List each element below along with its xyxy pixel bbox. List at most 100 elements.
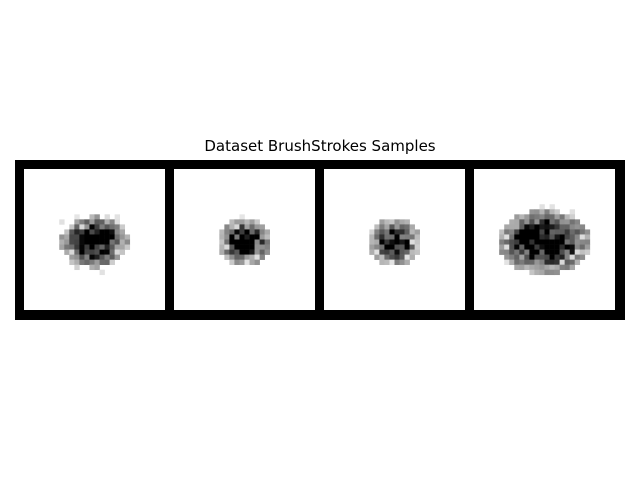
sample-pixel xyxy=(544,224,550,230)
sample-pixel xyxy=(384,239,390,245)
sample-pixel xyxy=(564,259,570,265)
sample-pixel xyxy=(504,259,510,265)
sample-pixel xyxy=(79,224,85,230)
sample-pixel xyxy=(574,249,581,255)
sample-pixel xyxy=(554,249,560,255)
sample-pixel xyxy=(249,234,255,240)
sample-pixel xyxy=(544,229,550,235)
sample-pixel xyxy=(394,224,400,230)
sample-pixel xyxy=(89,254,95,260)
sample-strip-canvas xyxy=(15,160,625,320)
sample-pixel xyxy=(544,264,550,271)
sample-pixel xyxy=(549,239,555,245)
sample-pixel xyxy=(114,224,120,230)
sample-pixel xyxy=(374,249,380,255)
sample-pixel xyxy=(584,244,591,250)
sample-pixel xyxy=(244,254,250,260)
sample-pixel xyxy=(94,254,100,260)
sample-pixel xyxy=(529,239,535,245)
sample-pixel xyxy=(104,214,110,220)
sample-pixel xyxy=(64,234,70,240)
sample-pixel xyxy=(539,209,545,215)
sample-pixel xyxy=(504,244,510,250)
sample-pixel xyxy=(399,229,405,235)
sample-image-2 xyxy=(174,169,315,310)
sample-pixel xyxy=(124,234,131,240)
sample-pixel xyxy=(404,219,410,225)
sample-pixel xyxy=(254,244,260,250)
sample-pixel xyxy=(399,259,405,265)
sample-pixel xyxy=(89,234,95,240)
sample-pixel xyxy=(554,239,560,245)
sample-pixel xyxy=(559,239,565,245)
sample-pixel xyxy=(254,254,260,260)
sample-pixel xyxy=(499,229,505,235)
sample-pixel xyxy=(119,239,126,245)
sample-pixel xyxy=(379,249,385,255)
sample-pixel xyxy=(264,239,270,245)
sample-pixel xyxy=(94,219,100,225)
sample-pixel xyxy=(254,239,260,245)
sample-pixel xyxy=(414,244,420,250)
sample-pixel xyxy=(99,259,105,265)
sample-pixel xyxy=(564,244,570,250)
sample-pixel xyxy=(224,234,230,240)
sample-pixel xyxy=(114,244,120,250)
sample-pixel xyxy=(249,239,255,245)
sample-pixel xyxy=(524,249,530,255)
sample-pixel xyxy=(374,224,380,230)
sample-pixel xyxy=(559,229,565,235)
sample-pixel xyxy=(399,254,405,260)
sample-pixel xyxy=(89,244,95,250)
sample-pixel xyxy=(219,239,225,245)
sample-pixel xyxy=(509,244,515,250)
sample-pixel xyxy=(514,234,520,240)
sample-pixel xyxy=(239,259,245,265)
sample-pixel xyxy=(579,229,586,235)
sample-pixel xyxy=(389,229,395,235)
sample-pixel xyxy=(524,234,530,240)
sample-pixel xyxy=(119,229,126,235)
sample-pixel xyxy=(569,214,576,220)
sample-pixel xyxy=(554,244,560,250)
sample-pixel xyxy=(89,264,95,271)
sample-pixel xyxy=(534,259,540,265)
sample-pixel xyxy=(529,259,535,265)
sample-pixel xyxy=(234,229,240,235)
sample-pixel xyxy=(514,214,520,220)
sample-pixel xyxy=(84,219,90,225)
sample-pixel xyxy=(414,229,420,235)
sample-pixel xyxy=(69,224,75,230)
sample-pixel xyxy=(409,224,415,230)
sample-pixel xyxy=(379,254,385,260)
sample-pixel xyxy=(59,219,65,225)
sample-pixel xyxy=(229,254,235,260)
sample-pixel xyxy=(579,234,586,240)
sample-pixel xyxy=(394,249,400,255)
sample-pixel xyxy=(409,234,415,240)
sample-pixel xyxy=(544,234,550,240)
sample-pixel xyxy=(79,254,85,260)
sample-pixel xyxy=(234,244,240,250)
sample-pixel xyxy=(514,229,520,235)
sample-pixel xyxy=(539,234,545,240)
sample-pixel xyxy=(414,234,420,240)
sample-pixel xyxy=(564,264,570,271)
sample-pixel xyxy=(254,234,260,240)
sample-pixel xyxy=(524,264,530,271)
sample-pixel xyxy=(74,254,80,260)
sample-pixel xyxy=(404,254,410,260)
sample-pixel xyxy=(569,264,576,271)
sample-pixel xyxy=(79,239,85,245)
sample-pixel xyxy=(259,229,265,235)
sample-pixel xyxy=(239,214,245,220)
sample-pixel xyxy=(559,259,565,265)
sample-pixel xyxy=(529,209,535,215)
sample-pixel xyxy=(379,244,385,250)
sample-pixel xyxy=(229,239,235,245)
sample-pixel xyxy=(499,249,505,255)
sample-pixel xyxy=(549,204,555,210)
sample-pixel xyxy=(549,259,555,265)
sample-pixel xyxy=(524,224,530,230)
sample-pixel xyxy=(389,249,395,255)
